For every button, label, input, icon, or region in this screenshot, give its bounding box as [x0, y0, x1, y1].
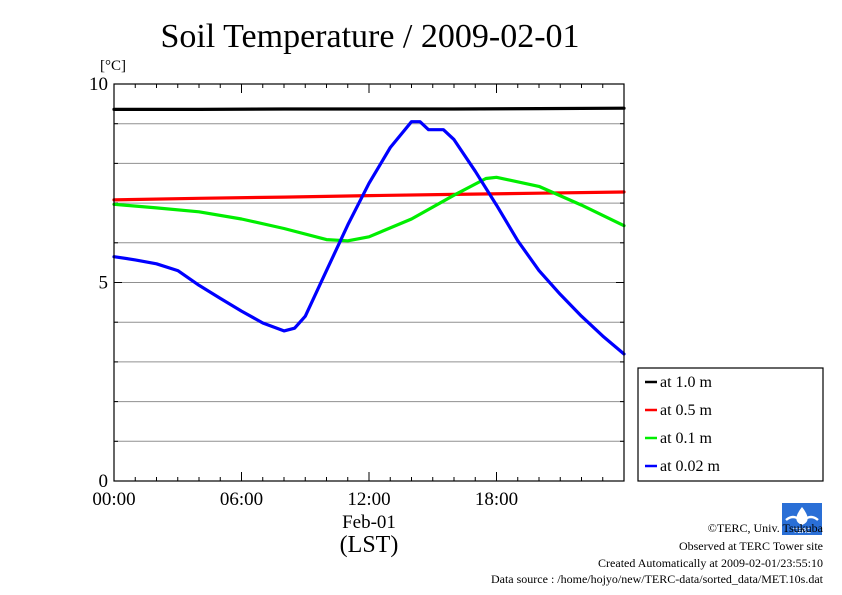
terc-logo: TERC	[782, 503, 822, 535]
plot-frame	[113, 83, 625, 482]
wave-right-icon	[803, 515, 819, 521]
legend: at 1.0 m at 0.5 m at 0.1 m at 0.02 m	[637, 367, 824, 482]
y-tick-label: 0	[99, 471, 109, 492]
x-tick-label: 00:00	[92, 489, 135, 510]
grid-lines	[114, 123, 624, 442]
x-tick-label: 06:00	[220, 489, 263, 510]
wave-left-icon	[785, 515, 801, 521]
footer-created: Created Automatically at 2009-02-01/23:5…	[598, 556, 823, 570]
x-tick-label: 18:00	[475, 489, 518, 510]
legend-label: at 1.0 m	[660, 374, 713, 391]
legend-box	[637, 367, 824, 482]
footer-observed: Observed at TERC Tower site	[679, 539, 823, 553]
logo-text: TERC	[792, 527, 811, 535]
series-line	[112, 106, 626, 111]
legend-label: at 0.1 m	[660, 430, 713, 447]
x-axis-date-label: Feb-01	[342, 512, 396, 533]
footer-source: Data source : /home/hojyo/new/TERC-data/…	[491, 572, 824, 586]
y-unit-label: [°C]	[100, 58, 126, 74]
legend-label: at 0.5 m	[660, 402, 713, 419]
chart-title: Soil Temperature / 2009-02-01	[160, 18, 579, 55]
x-axis-ticks: 00:00 06:00 12:00 18:00	[92, 84, 625, 510]
series-line	[112, 190, 626, 202]
legend-label: at 0.02 m	[660, 458, 721, 475]
y-tick-label: 10	[89, 74, 108, 95]
x-axis-label: (LST)	[340, 532, 399, 558]
y-tick-label: 5	[99, 273, 109, 294]
y-axis-ticks: 0 5 10	[89, 74, 624, 492]
series-line	[112, 120, 626, 356]
footer-copyright: ©TERC, Univ. Tsukuba	[708, 521, 824, 535]
x-tick-label: 12:00	[347, 489, 390, 510]
series-line	[112, 175, 626, 243]
series-lines	[112, 106, 626, 356]
